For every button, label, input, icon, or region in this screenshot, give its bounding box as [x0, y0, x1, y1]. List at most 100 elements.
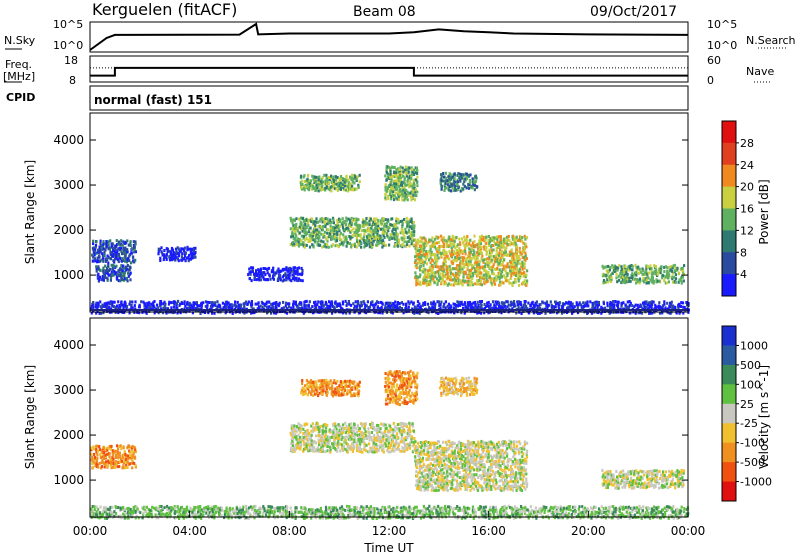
scatter-cell — [600, 311, 603, 315]
scatter-cell — [419, 244, 422, 248]
scatter-cell — [510, 252, 514, 256]
scatter-cell — [291, 226, 295, 230]
scatter-cell — [330, 382, 333, 386]
scatter-cell — [672, 264, 675, 268]
scatter-cell — [122, 259, 125, 262]
scatter-cell — [440, 234, 443, 238]
scatter-cell — [346, 384, 349, 388]
scatter-cell — [485, 309, 488, 313]
scatter-cell — [100, 461, 103, 465]
scatter-cell — [597, 301, 600, 304]
scatter-cell — [682, 305, 685, 309]
scatter-cell — [395, 374, 398, 378]
scatter-cell — [248, 271, 251, 275]
scatter-cell — [269, 277, 272, 281]
scatter-cell — [357, 233, 360, 237]
scatter-cell — [442, 377, 445, 381]
scatter-cell — [423, 270, 427, 274]
scatter-cell — [92, 248, 95, 252]
scatter-cell — [404, 165, 407, 169]
scatter-cell — [504, 248, 507, 252]
scatter-cell — [326, 228, 329, 232]
scatter-cell — [478, 235, 482, 239]
scatter-cell — [99, 456, 102, 459]
scatter-cell — [410, 219, 413, 223]
colorbar-swatch — [722, 142, 736, 166]
scatter-cell — [302, 390, 305, 394]
scatter-cell — [295, 444, 298, 447]
scatter-cell — [489, 305, 492, 309]
scatter-cell — [394, 300, 397, 304]
scatter-cell — [456, 251, 459, 255]
scatter-cell — [460, 394, 463, 398]
scatter-cell — [243, 306, 246, 310]
scatter-cell — [103, 273, 107, 277]
scatter-cell — [390, 197, 393, 201]
scatter-cell — [363, 228, 366, 232]
scatter-cell — [432, 305, 435, 309]
scatter-cell — [331, 385, 334, 389]
scatter-cell — [274, 271, 277, 275]
scatter-cell — [337, 224, 340, 228]
scatter-cell — [156, 303, 159, 307]
scatter-cell — [323, 381, 326, 384]
scatter-cell — [303, 245, 306, 249]
scatter-cell — [405, 240, 408, 244]
scatter-cell — [128, 462, 131, 466]
scatter-cell — [468, 183, 471, 187]
scatter-cell — [252, 307, 255, 311]
scatter-cell — [363, 240, 366, 244]
scatter-cell — [468, 180, 472, 184]
scatter-cell — [134, 242, 137, 246]
scatter-cell — [340, 392, 343, 396]
scatter-cell — [480, 234, 484, 238]
scatter-cell — [121, 453, 124, 457]
scatter-cell — [413, 373, 416, 377]
scatter-cell — [405, 304, 408, 308]
scatter-cell — [302, 224, 305, 228]
scatter-cell — [356, 385, 359, 389]
scatter-cell — [673, 263, 676, 267]
scatter-cell — [91, 465, 95, 469]
scatter-cell — [324, 188, 327, 192]
scatter-cell — [515, 256, 518, 260]
scatter-cell — [106, 271, 109, 275]
scatter-cell — [540, 311, 543, 315]
scatter-cell — [508, 268, 512, 272]
scatter-cell — [322, 180, 325, 184]
scatter-cell — [448, 384, 451, 388]
scatter-cell — [634, 263, 637, 267]
scatter-cell — [190, 304, 193, 308]
scatter-cell — [223, 305, 226, 309]
scatter-cell — [93, 455, 97, 459]
scatter-cell — [131, 466, 134, 470]
scatter-cell — [443, 269, 446, 273]
scatter-cell — [416, 175, 419, 179]
scatter-cell — [425, 275, 428, 279]
scatter-cell — [177, 247, 180, 251]
scatter-cell — [320, 177, 323, 181]
scatter-cell — [610, 301, 613, 305]
scatter-cell — [465, 263, 468, 267]
scatter-cell — [162, 258, 165, 262]
scatter-cell — [419, 280, 422, 284]
scatter-cell — [429, 261, 432, 265]
scatter-cell — [524, 300, 527, 303]
scatter-cell — [173, 302, 176, 306]
scatter-cell — [138, 303, 141, 307]
scatter-cell — [448, 179, 451, 183]
scatter-cell — [503, 251, 506, 255]
scatter-cell — [311, 236, 314, 240]
scatter-cell — [190, 256, 193, 260]
scatter-cell — [656, 272, 659, 276]
scatter-cell — [96, 301, 99, 305]
scatter-cell — [380, 237, 383, 240]
scatter-cell — [180, 255, 183, 259]
scatter-cell — [459, 189, 462, 193]
scatter-cell — [124, 457, 127, 461]
scatter-cell — [347, 217, 350, 221]
scatter-cell — [395, 168, 398, 172]
scatter-cell — [495, 277, 498, 281]
scatter-cell — [462, 249, 465, 253]
scatter-cell — [297, 441, 300, 445]
